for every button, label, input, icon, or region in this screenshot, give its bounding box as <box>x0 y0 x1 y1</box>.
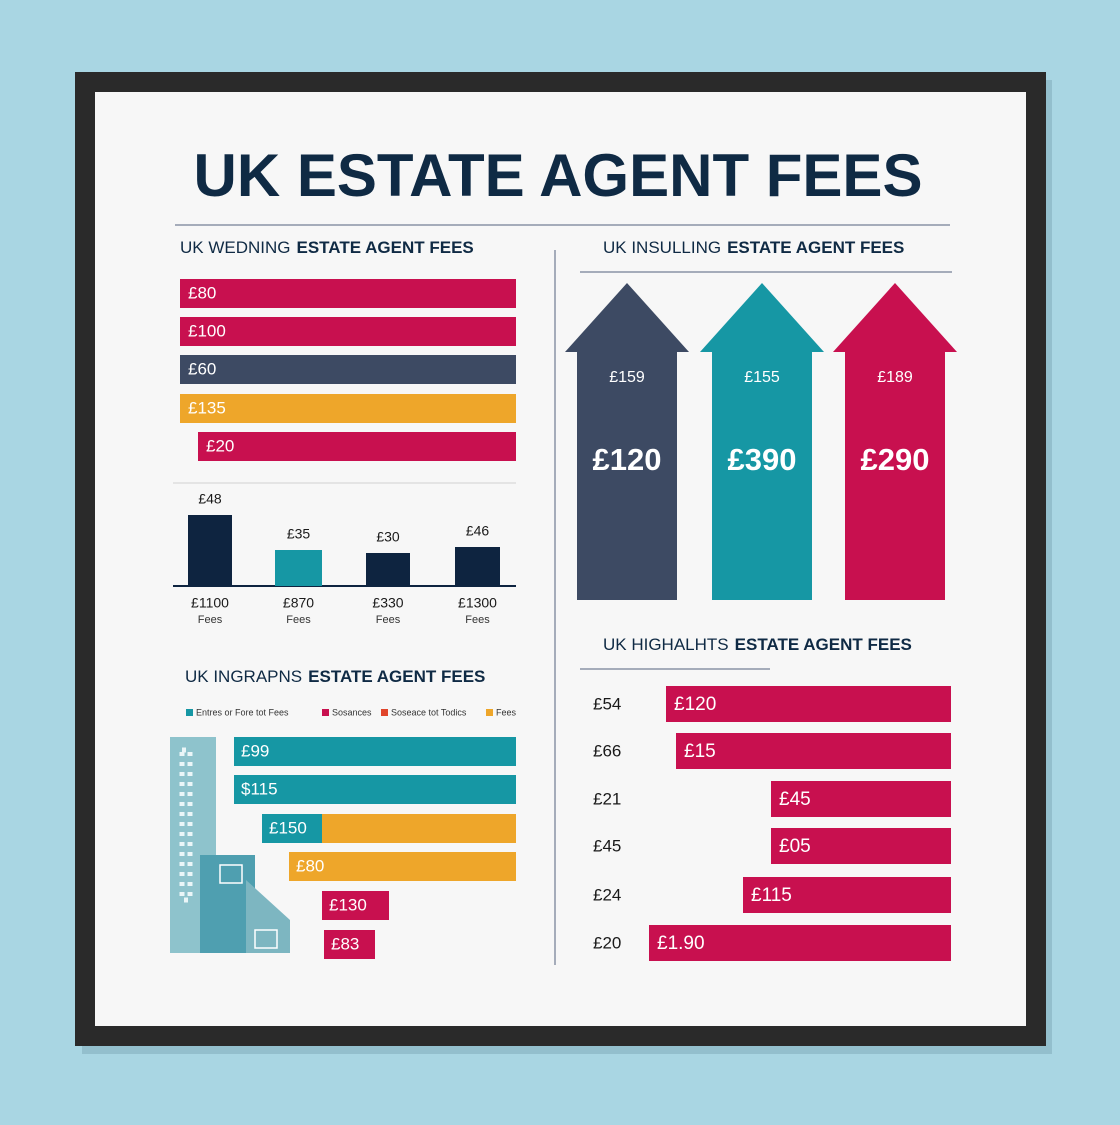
bar-label: £115 <box>751 885 792 906</box>
column-sub: Fees <box>286 614 311 626</box>
house <box>700 283 824 600</box>
subtitle-emphasis: ESTATE AGENT FEES <box>308 667 485 686</box>
bar-label: £83 <box>331 934 359 953</box>
legend-swatch <box>186 709 193 716</box>
column-value: £46 <box>466 523 490 539</box>
column-value: £35 <box>287 526 311 542</box>
bar-label: £130 <box>329 895 367 914</box>
column-value: £48 <box>198 491 222 507</box>
subtitle-emphasis: ESTATE AGENT FEES <box>727 238 904 257</box>
column-label: £1300 <box>458 595 497 611</box>
bar-label: £20 <box>206 436 234 455</box>
bar-label: £60 <box>188 359 216 378</box>
column-sub: Fees <box>465 614 490 626</box>
row-label: £66 <box>593 741 621 760</box>
bar <box>180 279 516 308</box>
title: UK ESTATE AGENT FEES <box>194 142 923 209</box>
bar-label: £99 <box>241 741 269 760</box>
legend-swatch <box>486 709 493 716</box>
bar-label: £05 <box>779 836 811 857</box>
house-small: £189 <box>877 369 913 386</box>
bar <box>234 737 516 766</box>
bar <box>324 930 375 959</box>
row-label: £20 <box>593 933 621 952</box>
windows <box>179 747 193 903</box>
column-sub: Fees <box>376 614 401 626</box>
bar-label: £80 <box>296 856 324 875</box>
panel-subtitle: UK INSULLING ESTATE AGENT FEES <box>603 238 904 257</box>
subtitle-prefix: UK INGRAPNS <box>185 667 302 686</box>
subtitle-prefix: UK HIGHALHTS <box>603 635 729 654</box>
bar-label: £100 <box>188 321 226 340</box>
column-label: £1100 <box>191 595 229 611</box>
bar <box>771 828 951 864</box>
bar <box>649 925 951 961</box>
bar <box>289 852 516 881</box>
window <box>254 929 278 949</box>
bar <box>198 432 516 461</box>
column <box>188 515 232 586</box>
bar-label: £120 <box>674 694 716 715</box>
column-label: £330 <box>372 595 403 611</box>
bar <box>180 355 516 384</box>
bar <box>180 394 516 423</box>
bar-label: £45 <box>779 789 811 810</box>
subtitle-emphasis: ESTATE AGENT FEES <box>297 238 474 257</box>
house-small: £159 <box>609 369 645 386</box>
house-big: £390 <box>728 442 797 477</box>
subtitle-prefix: UK INSULLING <box>603 238 721 257</box>
bar <box>180 317 516 346</box>
column <box>455 547 500 586</box>
row-label: £54 <box>593 694 621 713</box>
column-value: £30 <box>376 529 400 545</box>
house-big: £290 <box>861 442 930 477</box>
subtitle-emphasis: ESTATE AGENT FEES <box>735 635 912 654</box>
annex <box>246 880 290 953</box>
window <box>219 864 243 884</box>
bar-label: £1.90 <box>657 933 705 954</box>
column-sub: Fees <box>198 614 223 626</box>
building-illustration <box>170 737 290 953</box>
bar-label: £150 <box>269 818 307 837</box>
column <box>275 550 322 586</box>
house-big: £120 <box>593 442 662 477</box>
bar <box>322 891 389 920</box>
row-label: £21 <box>593 789 621 808</box>
panel-subtitle: UK HIGHALHTS ESTATE AGENT FEES <box>603 635 912 654</box>
row-label: £45 <box>593 836 621 855</box>
row-label: £24 <box>593 885 621 904</box>
bar <box>743 877 951 913</box>
legend-label: Soseace tot Todics <box>391 707 467 717</box>
panel-subtitle: UK WEDNING ESTATE AGENT FEES <box>180 238 474 257</box>
bar <box>676 733 951 769</box>
legend-swatch <box>381 709 388 716</box>
legend-label: Sosances <box>332 707 372 717</box>
bar-label: $115 <box>241 779 278 798</box>
bar <box>262 814 322 843</box>
bar-label: £135 <box>188 398 226 417</box>
block <box>200 855 255 953</box>
legend-label: Entres or Fore tot Fees <box>196 707 289 717</box>
house <box>565 283 689 600</box>
column-label: £870 <box>283 595 314 611</box>
bar <box>771 781 951 817</box>
subtitle-prefix: UK WEDNING <box>180 238 291 257</box>
house-small: £155 <box>744 369 780 386</box>
legend-label: Fees <box>496 707 517 717</box>
panel-subtitle: UK INGRAPNS ESTATE AGENT FEES <box>185 667 485 686</box>
bar-segment <box>322 814 516 843</box>
bar <box>666 686 951 722</box>
bar <box>234 775 516 804</box>
house <box>833 283 957 600</box>
bar-label: £15 <box>684 741 716 762</box>
bar-label: £80 <box>188 283 216 302</box>
column <box>366 553 410 586</box>
legend-swatch <box>322 709 329 716</box>
